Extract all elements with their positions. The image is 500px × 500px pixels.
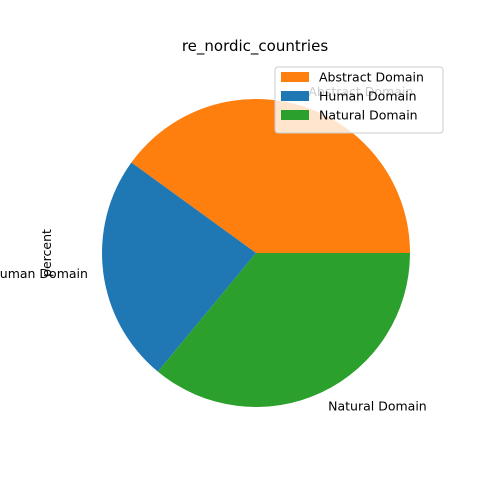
legend-swatch-abstract-domain — [281, 72, 309, 82]
legend-label-natural-domain: Natural Domain — [319, 108, 418, 123]
legend-label-human-domain: Human Domain — [319, 89, 417, 104]
legend-label-abstract-domain: Abstract Domain — [319, 70, 424, 85]
slice-label-human-domain: Human Domain — [0, 266, 88, 281]
legend-swatch-natural-domain — [281, 110, 309, 120]
legend-box — [274, 66, 444, 134]
pie-slice-abstract-domain — [131, 98, 410, 254]
slice-label-natural-domain: Natural Domain — [328, 398, 427, 413]
y-axis-label: percent — [39, 229, 54, 277]
legend-swatch-human-domain — [281, 91, 309, 101]
legend: Abstract Domain Human Domain Natural Domai… — [274, 66, 444, 134]
chart-title: re_nordic_countries — [182, 37, 328, 56]
pie-slices — [102, 98, 410, 407]
pie-slice-human-domain — [102, 162, 257, 372]
pie-slice-natural-domain — [157, 253, 410, 407]
